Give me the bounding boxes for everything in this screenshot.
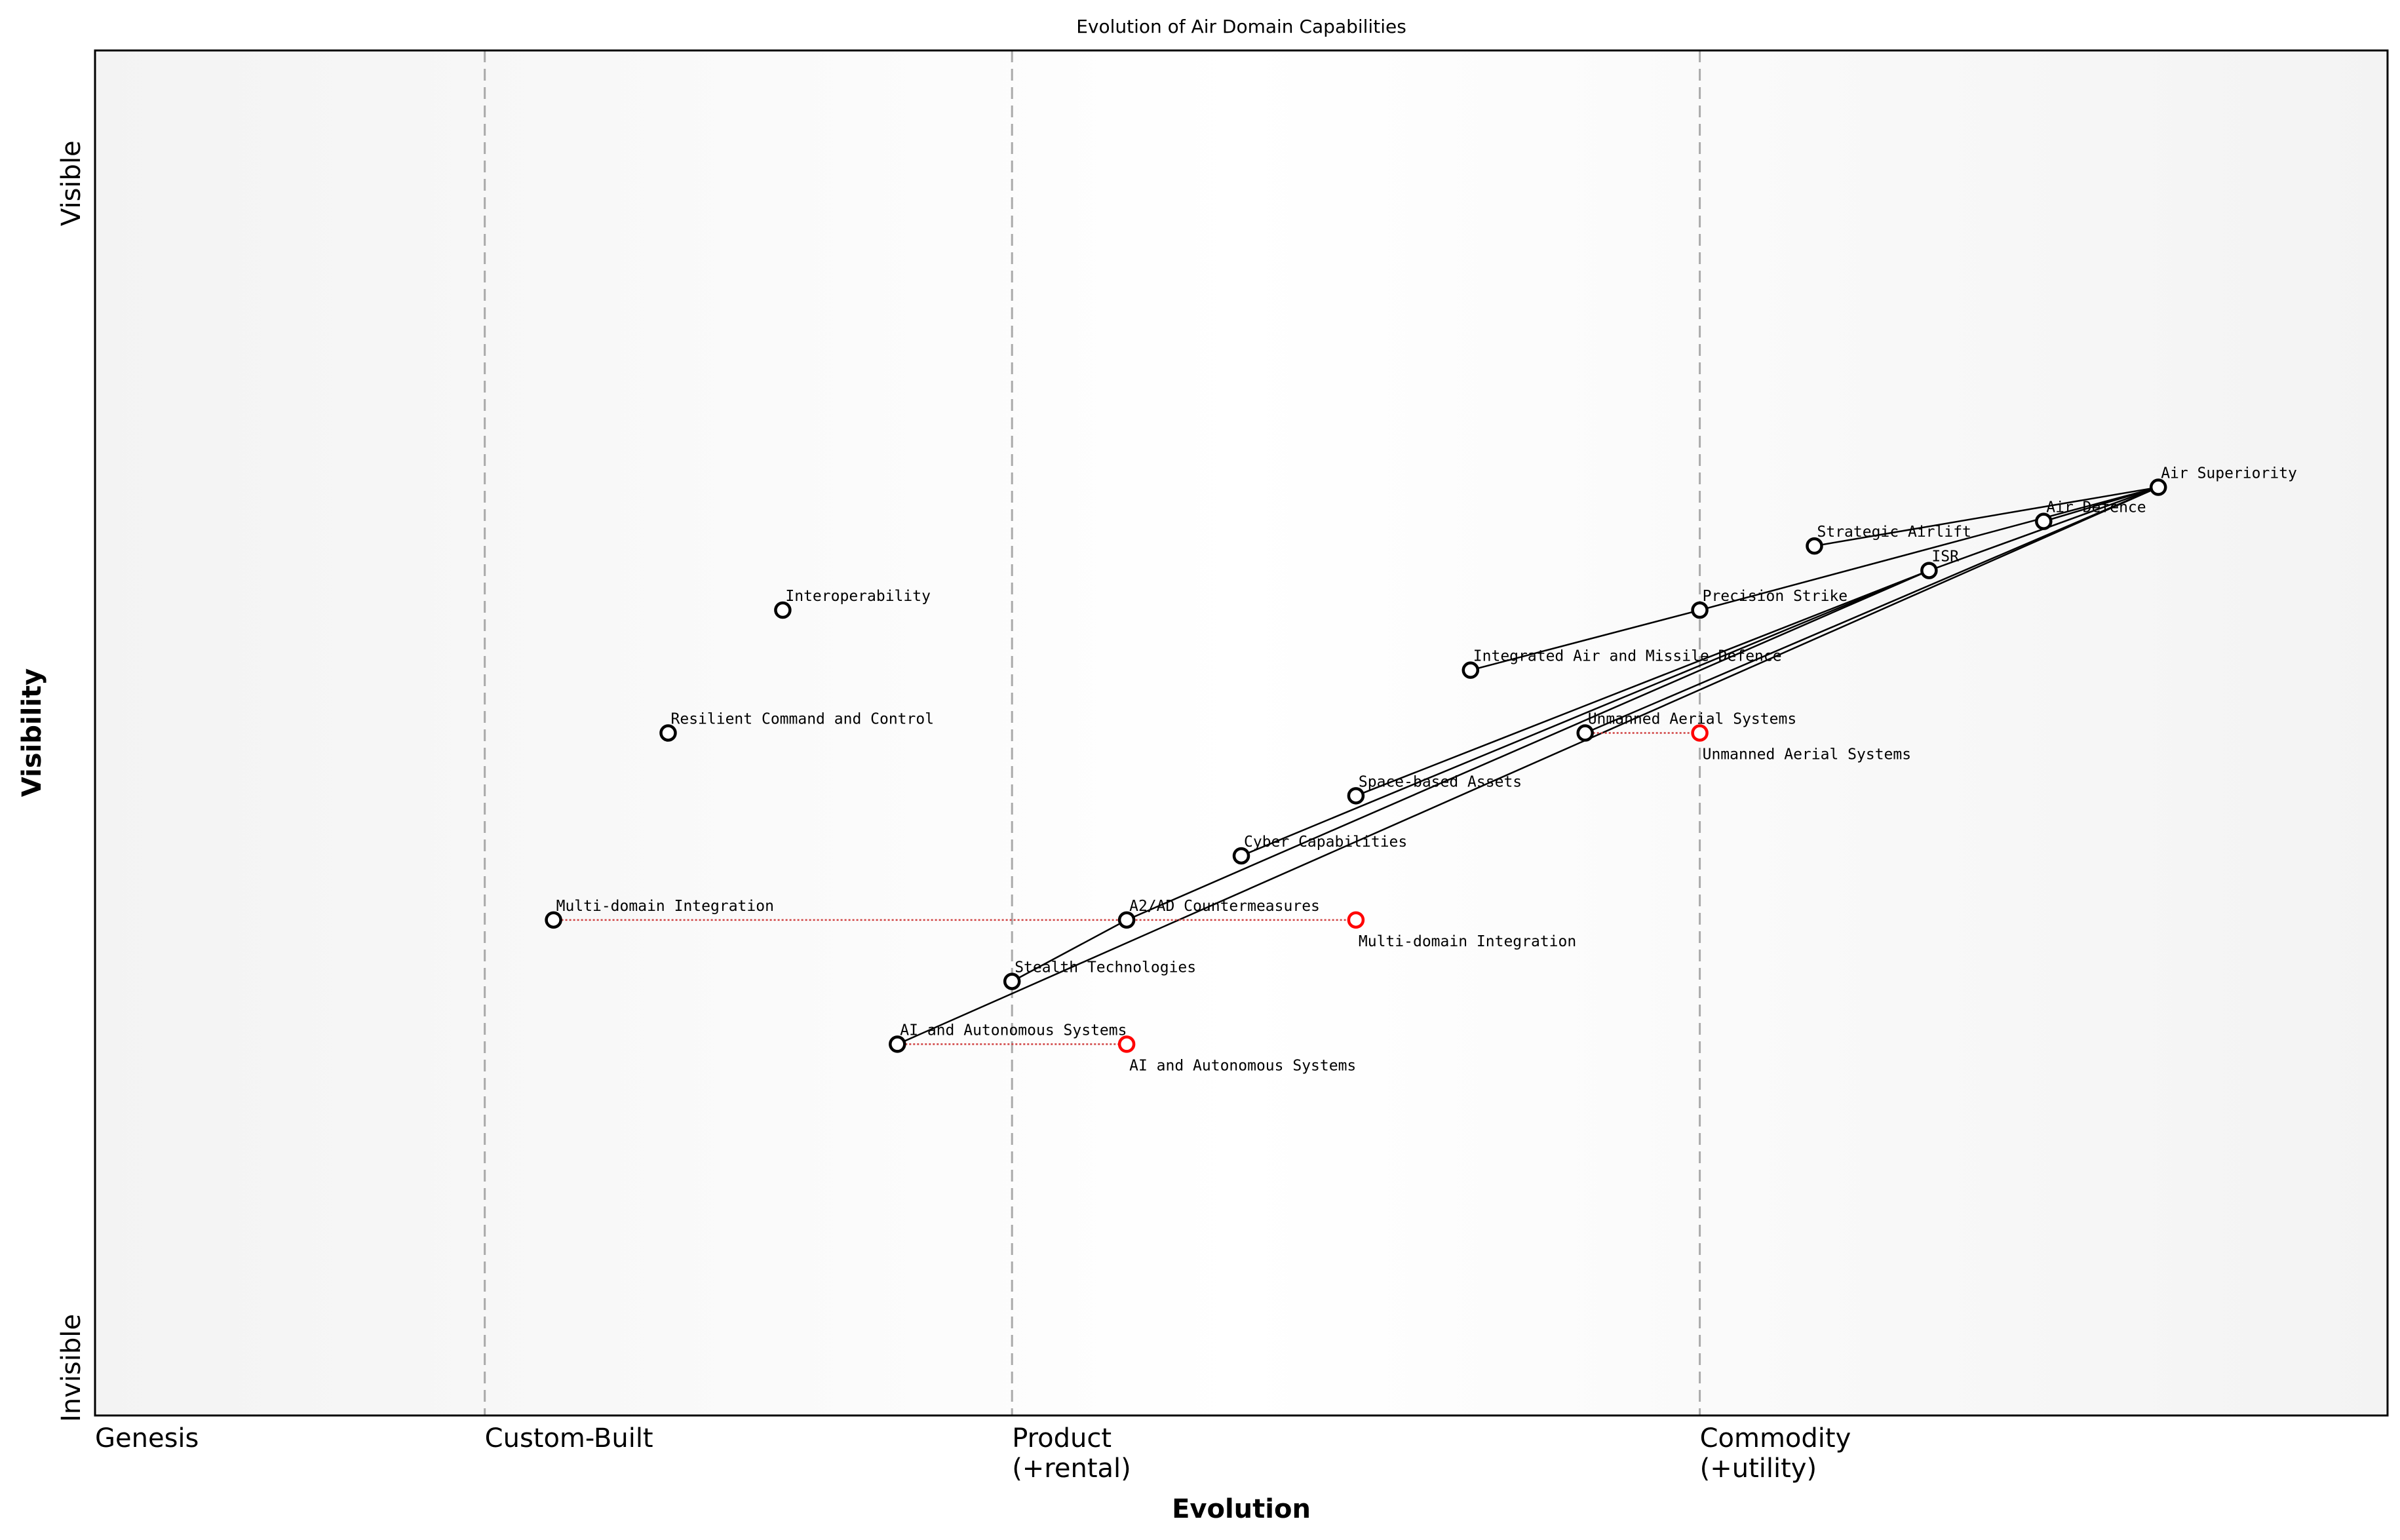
component-label-interoperability: Interoperability xyxy=(785,588,931,605)
evolved-label-multi-domain-integration: Multi-domain Integration xyxy=(1359,933,1576,950)
component-marker-precision-strike[interactable] xyxy=(1691,601,1709,619)
component-marker-a2-ad-countermeasures[interactable] xyxy=(1117,911,1136,929)
link-isr-to-space-based-assets xyxy=(1355,569,1929,797)
link-isr-to-cyber-capabilities xyxy=(1241,569,1929,857)
component-marker-air-defence[interactable] xyxy=(2035,512,2053,530)
plot-frame xyxy=(94,49,2389,1417)
link-a2-ad-countermeasures-to-stealth-technologies xyxy=(1011,919,1127,982)
component-marker-resilient-command-and-control[interactable] xyxy=(659,724,677,742)
component-label-cyber-capabilities: Cyber Capabilities xyxy=(1244,834,1407,851)
x-axis-label: Evolution xyxy=(1172,1494,1311,1524)
evolved-marker-multi-domain-integration[interactable] xyxy=(1347,911,1365,929)
link-air-superiority-to-ai-and-autonomous-systems xyxy=(897,486,2159,1045)
link-air-superiority-to-unmanned-aerial-systems xyxy=(1585,486,2159,734)
component-label-integrated-air-and-missile-defence: Integrated Air and Missile Defence xyxy=(1473,648,1782,665)
component-label-unmanned-aerial-systems: Unmanned Aerial Systems xyxy=(1588,711,1797,728)
component-marker-air-superiority[interactable] xyxy=(2149,478,2167,496)
component-marker-interoperability[interactable] xyxy=(774,601,792,619)
evolved-label-ai-and-autonomous-systems: AI and Autonomous Systems xyxy=(1129,1057,1356,1074)
stage-label-genesis: Genesis xyxy=(95,1423,199,1453)
component-label-precision-strike: Precision Strike xyxy=(1703,588,1848,605)
plot-background xyxy=(95,50,2388,1415)
stage-label-commodity: Commodity (+utility) xyxy=(1700,1423,1851,1484)
link-precision-strike-to-integrated-air-and-missile-defence xyxy=(1470,609,1700,671)
component-label-air-superiority: Air Superiority xyxy=(2161,465,2297,482)
chart-title: Evolution of Air Domain Capabilities xyxy=(1076,16,1406,37)
link-air-superiority-to-precision-strike xyxy=(1699,486,2159,611)
component-label-multi-domain-integration: Multi-domain Integration xyxy=(556,898,774,915)
link-isr-to-a2-ad-countermeasures xyxy=(1126,569,1929,921)
component-marker-isr[interactable] xyxy=(1920,562,1938,579)
stage-label-custom-built: Custom-Built xyxy=(485,1423,653,1453)
evolved-label-unmanned-aerial-systems: Unmanned Aerial Systems xyxy=(1703,746,1912,763)
component-marker-cyber-capabilities[interactable] xyxy=(1232,847,1250,865)
evolved-marker-ai-and-autonomous-systems[interactable] xyxy=(1117,1035,1136,1053)
component-marker-stealth-technologies[interactable] xyxy=(1003,972,1021,990)
component-marker-space-based-assets[interactable] xyxy=(1347,787,1365,805)
component-label-strategic-airlift: Strategic Airlift xyxy=(1817,524,1971,541)
component-marker-multi-domain-integration[interactable] xyxy=(545,911,562,929)
component-label-ai-and-autonomous-systems: AI and Autonomous Systems xyxy=(900,1022,1127,1039)
component-label-stealth-technologies: Stealth Technologies xyxy=(1015,959,1196,976)
component-label-a2-ad-countermeasures: A2/AD Countermeasures xyxy=(1129,898,1320,915)
component-marker-unmanned-aerial-systems[interactable] xyxy=(1576,724,1594,742)
link-air-superiority-to-strategic-airlift xyxy=(1814,486,2159,547)
stage-label-product: Product (+rental) xyxy=(1012,1423,1131,1484)
y-bottom-label: Invisible xyxy=(56,1314,87,1422)
y-top-label: Visible xyxy=(56,140,87,226)
component-marker-strategic-airlift[interactable] xyxy=(1806,537,1823,555)
y-axis-label: Visibility xyxy=(17,668,47,797)
component-label-resilient-command-and-control: Resilient Command and Control xyxy=(671,711,935,728)
component-label-air-defence: Air Defence xyxy=(2046,499,2146,516)
component-marker-integrated-air-and-missile-defence[interactable] xyxy=(1461,661,1480,679)
component-marker-ai-and-autonomous-systems[interactable] xyxy=(889,1035,906,1053)
component-label-space-based-assets: Space-based Assets xyxy=(1359,773,1522,790)
evolved-marker-unmanned-aerial-systems[interactable] xyxy=(1691,724,1709,742)
component-label-isr: ISR xyxy=(1931,549,1959,566)
